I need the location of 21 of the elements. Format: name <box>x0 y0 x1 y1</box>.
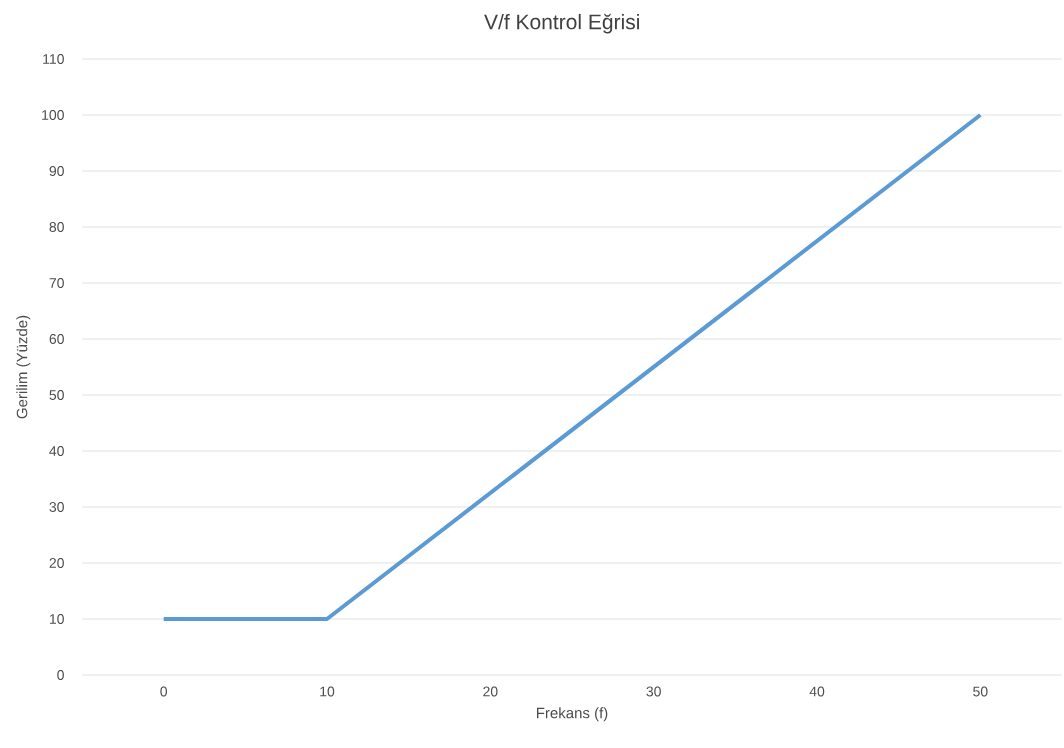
y-tick-label: 50 <box>49 390 64 400</box>
y-tick-label: 0 <box>57 670 64 680</box>
y-axis-title: Gerilim (Yüzde) <box>16 315 31 419</box>
x-tick-label: 40 <box>809 686 825 697</box>
y-tick-label: 10 <box>49 614 64 624</box>
x-tick-label: 20 <box>483 686 498 697</box>
y-tick-label: 60 <box>49 334 64 344</box>
y-tick-label: 40 <box>49 446 64 456</box>
y-tick-label: 80 <box>49 222 64 232</box>
x-tick-label: 50 <box>973 686 988 697</box>
x-tick-label: 30 <box>646 686 661 697</box>
y-tick-label: 90 <box>49 166 64 176</box>
y-tick-label: 30 <box>49 502 64 512</box>
y-tick-label: 70 <box>49 278 64 288</box>
y-tick-label: 110 <box>43 54 64 64</box>
x-tick-label: 0 <box>160 686 168 697</box>
y-tick-label: 100 <box>42 110 64 120</box>
chart-title: V/f Kontrol Eğrisi <box>484 13 639 34</box>
x-axis-title: Frekans (f) <box>536 707 608 722</box>
x-tick-label: 10 <box>320 686 335 697</box>
y-tick-label: 20 <box>49 558 64 568</box>
